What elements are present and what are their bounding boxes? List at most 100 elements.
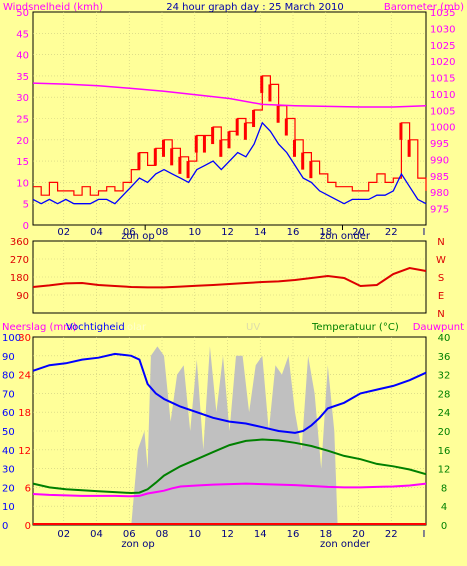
temp-xtick: 02 — [57, 529, 70, 540]
rain-ytick: 24 — [18, 371, 31, 382]
rain-ytick: 0 — [25, 521, 31, 532]
temperature-ylabel: Temperatuur (°C) — [311, 322, 399, 333]
wind-ytick: 20 — [16, 136, 29, 147]
wind-xtick: 08 — [156, 227, 169, 238]
barometer-ytick: 980 — [430, 188, 449, 199]
humidity-ytick: 40 — [2, 446, 15, 457]
humidity-ytick: 50 — [2, 427, 15, 438]
wind-gust-bar — [252, 109, 256, 128]
barometer-ytick: 1035 — [430, 8, 455, 19]
wind-xtick: 14 — [254, 227, 267, 238]
wind-ytick: 25 — [16, 115, 29, 126]
chart-title: 24 hour graph day : 25 March 2010 — [166, 2, 344, 13]
rain-ytick: 30 — [18, 333, 31, 344]
solar-ylabel: olar — [127, 322, 147, 333]
temp-xtick: 20 — [352, 529, 365, 540]
barometer-ytick: 1030 — [430, 24, 455, 35]
wind-ytick: 10 — [16, 178, 29, 189]
sunrise-label-bottom: zon op — [121, 539, 154, 550]
barometer-ytick: 995 — [430, 139, 449, 150]
wind-ytick: 5 — [23, 200, 29, 211]
wind-gust-bar — [178, 156, 182, 174]
wind-gust-bar — [235, 118, 239, 136]
winddir-ytick: 180 — [10, 273, 29, 284]
solar-area — [131, 346, 338, 525]
wind-gust-bar — [309, 161, 313, 179]
barometer-ytick: 990 — [430, 155, 449, 166]
wind-xtick: 22 — [385, 227, 398, 238]
humidity-ylabel: Vochtigheid — [66, 322, 125, 333]
winddir-panel-frame — [32, 240, 427, 314]
humidity-ytick: 70 — [2, 389, 15, 400]
temp-xtick: 06 — [123, 529, 136, 540]
chart-marks: 0510152025303540455097598098599099510001… — [2, 8, 455, 540]
humidity-ytick: 10 — [2, 502, 15, 513]
temp-ytick: 28 — [438, 389, 451, 400]
wind-gust-bar — [137, 152, 141, 170]
barometer-ytick: 1020 — [430, 57, 455, 68]
temp-xtick: 08 — [156, 529, 169, 540]
wind-gust-bar — [407, 139, 411, 157]
compass-label: N — [437, 237, 444, 248]
barometer-series — [32, 82, 427, 108]
wind-ytick: 15 — [16, 157, 29, 168]
temp-ytick: 36 — [438, 352, 451, 363]
humidity-ytick: 60 — [2, 408, 15, 419]
temp-ytick: 8 — [441, 483, 447, 494]
wind-gust-bar — [293, 139, 296, 157]
barometer-ytick: 975 — [430, 205, 449, 216]
gridlines — [33, 12, 426, 525]
winddir-ytick: 270 — [10, 255, 29, 266]
temp-xtick: I — [423, 529, 426, 540]
wind-xtick: 12 — [221, 227, 234, 238]
wind-ytick: 35 — [16, 72, 29, 83]
temp-ytick: 4 — [441, 502, 447, 513]
wind-gust-bar — [170, 148, 174, 166]
wind-xtick: I — [423, 227, 426, 238]
wind-gust-bar — [227, 131, 231, 149]
wind-avg-series — [32, 121, 427, 205]
uv-ylabel: UV — [246, 322, 260, 333]
rain-ytick: 12 — [18, 446, 31, 457]
wind-ytick: 30 — [16, 93, 29, 104]
barometer-ytick: 985 — [430, 172, 449, 183]
temp-ytick: 32 — [438, 371, 451, 382]
sunrise-label: zon op — [121, 231, 154, 242]
wind-gust-bar — [268, 84, 272, 102]
humidity-ytick: 90 — [2, 352, 15, 363]
wind-gust-bar — [243, 122, 247, 140]
temp-ytick: 24 — [438, 408, 451, 419]
barometer-ytick: 1015 — [430, 74, 455, 85]
temp-xtick: 10 — [188, 529, 201, 540]
wind-xtick: 04 — [90, 227, 103, 238]
humidity-ytick: 30 — [2, 465, 15, 476]
humidity-ytick: 80 — [2, 371, 15, 382]
humidity-series — [32, 352, 427, 434]
wind-xtick: 02 — [57, 227, 70, 238]
temp-xtick: 14 — [254, 529, 267, 540]
humidity-ytick: 20 — [2, 483, 15, 494]
wind-gust-bar — [211, 127, 215, 145]
temp-ytick: 16 — [438, 446, 451, 457]
temp-xtick: 04 — [90, 529, 103, 540]
rain-ytick: 18 — [18, 408, 31, 419]
wind-ytick: 40 — [16, 51, 29, 62]
wind-gust-bar — [284, 118, 288, 136]
wind-gust-bar — [399, 122, 403, 140]
barometer-ylabel: Barometer (mb) — [384, 2, 464, 13]
winddir-ytick: 360 — [10, 237, 29, 248]
wind-gust-bar — [276, 105, 280, 123]
wind-panel-frame — [32, 11, 427, 226]
wind-xtick: 16 — [287, 227, 300, 238]
wind-gust-bar — [194, 135, 198, 153]
temp-xtick: 18 — [319, 529, 332, 540]
humidity-ytick: 100 — [2, 333, 21, 344]
winddir-ytick: 90 — [16, 291, 29, 302]
temp-ytick: 40 — [438, 333, 451, 344]
wind-gust-bar — [162, 139, 165, 157]
winddir-series — [32, 266, 427, 289]
wind-gust-bar — [301, 152, 305, 170]
temp-xtick: 16 — [287, 529, 300, 540]
wind-xtick: 18 — [319, 227, 332, 238]
